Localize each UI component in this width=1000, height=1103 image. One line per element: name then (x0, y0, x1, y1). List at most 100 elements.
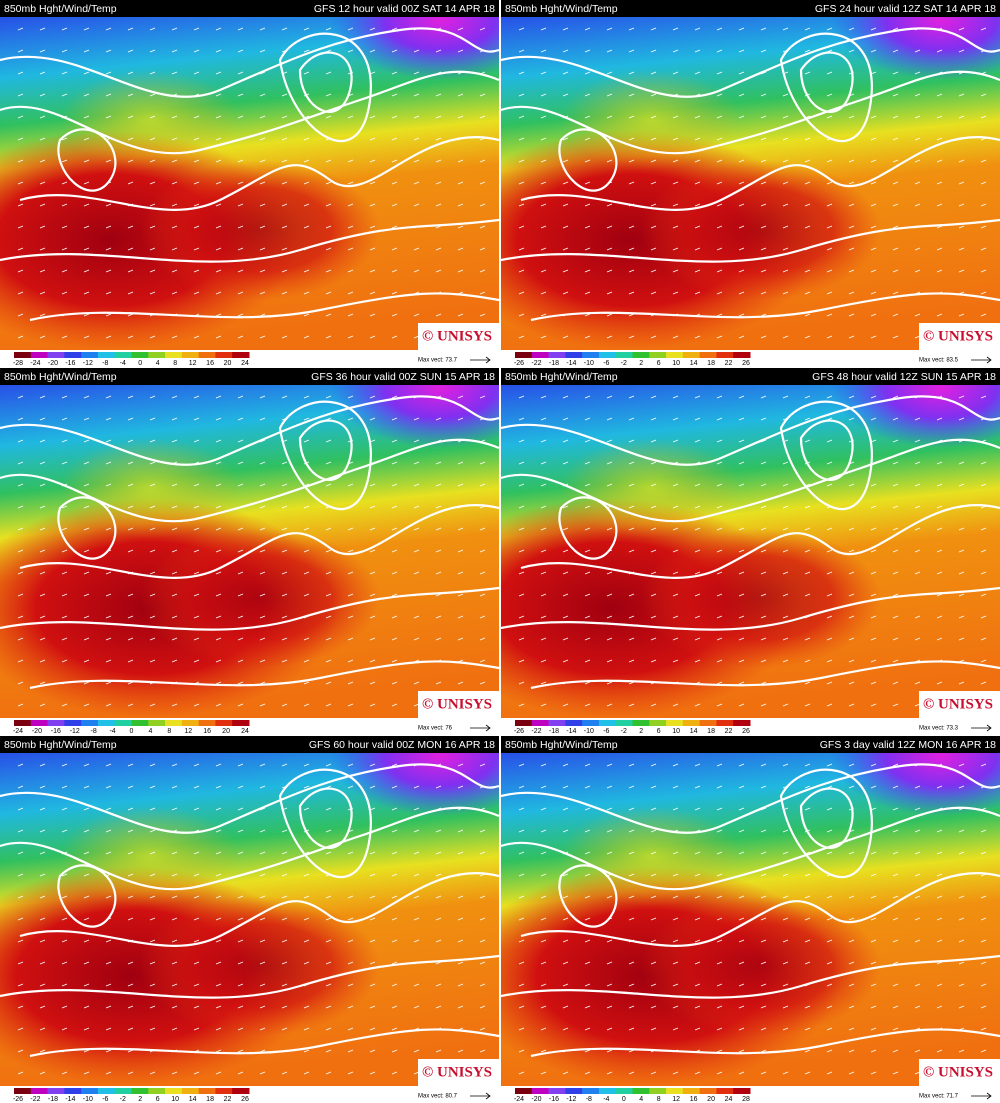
wind-barb (848, 1027, 855, 1031)
wind-barb (237, 439, 244, 443)
wind-barb (303, 807, 310, 811)
wind-barb (479, 115, 486, 119)
wind-barb (628, 829, 635, 833)
wind-barb (237, 615, 244, 619)
wind-barb (237, 27, 244, 31)
wind-barb (738, 1071, 745, 1075)
wind-barb (149, 527, 156, 531)
colorbar-swatch (198, 352, 216, 358)
wind-barb (17, 181, 24, 185)
wind-barb (782, 917, 789, 921)
wind-barb (848, 939, 855, 943)
wind-barb (672, 593, 679, 597)
wind-barb (562, 291, 569, 295)
wind-barb (105, 225, 112, 229)
wind-barb (650, 1049, 657, 1053)
wind-barb (259, 785, 266, 789)
wind-barb (672, 483, 679, 487)
wind-barb (237, 159, 244, 163)
wind-barb (61, 681, 68, 685)
logo-box (418, 323, 499, 350)
wind-barb (738, 851, 745, 855)
wind-barb (518, 681, 525, 685)
wind-barb (826, 637, 833, 641)
wind-barb (83, 439, 90, 443)
colorbar-swatch (682, 352, 701, 358)
wind-barb (650, 181, 657, 185)
wind-barb (804, 395, 811, 399)
wind-barb (694, 1071, 701, 1075)
wind-barb (958, 115, 965, 119)
wind-barb (584, 1049, 591, 1053)
wind-barb (457, 593, 464, 597)
wind-barb (281, 505, 288, 509)
wind-barb (193, 49, 200, 53)
wind-barb (694, 247, 701, 251)
wind-barb (479, 829, 486, 833)
wind-barb (606, 527, 613, 531)
wind-barb (105, 71, 112, 75)
wind-barb (694, 615, 701, 619)
wind-barb (518, 417, 525, 421)
logo-mark: © (422, 696, 433, 712)
colorbar-swatch (215, 1088, 233, 1094)
wind-barb (716, 269, 723, 273)
wind-barb (518, 335, 525, 339)
wind-barb (303, 895, 310, 899)
wind-barb (892, 681, 899, 685)
wind-barb (17, 615, 24, 619)
wind-barb (39, 593, 46, 597)
wind-barb (738, 785, 745, 789)
wind-barb (716, 681, 723, 685)
wind-barb (479, 807, 486, 811)
wind-barb (628, 1005, 635, 1009)
wind-barb (149, 483, 156, 487)
wind-barb (694, 527, 701, 531)
wind-barb (518, 703, 525, 707)
wind-barb (562, 247, 569, 251)
wind-barb (193, 1071, 200, 1075)
wind-barb (149, 549, 156, 553)
wind-barb (413, 681, 420, 685)
wind-barb (435, 939, 442, 943)
wind-barb (958, 269, 965, 273)
wind-barb (193, 225, 200, 229)
wind-barb (518, 439, 525, 443)
wind-barb (716, 335, 723, 339)
wind-barb (628, 593, 635, 597)
wind-barb (760, 395, 767, 399)
colorbar-swatch (148, 352, 166, 358)
wind-barb (259, 703, 266, 707)
wind-barb (562, 505, 569, 509)
cold-area (330, 17, 499, 80)
wind-barb (936, 269, 943, 273)
wind-barb (259, 571, 266, 575)
colorbar-swatch (632, 1088, 650, 1094)
colorbar-swatch (131, 352, 149, 358)
height-contour (501, 438, 1000, 523)
wind-barb (259, 659, 266, 663)
wind-barb (281, 49, 288, 53)
wind-barb (892, 291, 899, 295)
wind-barb (870, 335, 877, 339)
wind-barb (760, 917, 767, 921)
wind-barb (628, 637, 635, 641)
wind-barb (61, 439, 68, 443)
wind-barb (914, 851, 921, 855)
wind-barb (672, 417, 679, 421)
wind-barb (479, 851, 486, 855)
wind-barb (562, 917, 569, 921)
map (0, 17, 499, 350)
colorbar-label: -10 (584, 360, 594, 367)
wind-barb (716, 137, 723, 141)
wind-barb (892, 439, 899, 443)
wind-barb (237, 1027, 244, 1031)
wind-barb (391, 395, 398, 399)
wind-barb (672, 159, 679, 163)
wind-barb (760, 313, 767, 317)
wind-barb (892, 203, 899, 207)
wind-barb (782, 395, 789, 399)
wind-barb (171, 27, 178, 31)
wind-barb (369, 461, 376, 465)
wind-barb (391, 247, 398, 251)
